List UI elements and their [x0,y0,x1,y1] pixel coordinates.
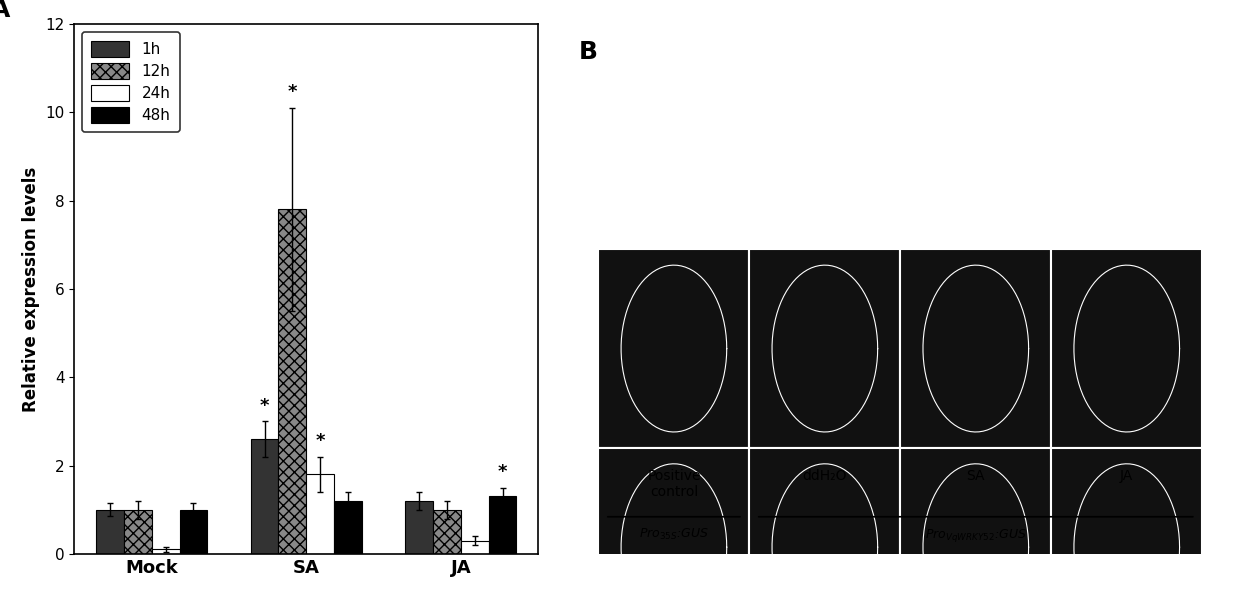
FancyBboxPatch shape [749,448,900,602]
Bar [405,501,433,554]
Y-axis label: Relative expression levels: Relative expression levels [22,166,40,412]
Bar [151,550,180,554]
Text: *: * [288,83,298,101]
FancyBboxPatch shape [599,448,749,602]
Text: ddH₂O: ddH₂O [802,469,847,483]
FancyBboxPatch shape [599,249,749,448]
Bar [124,510,151,554]
Bar [461,541,489,554]
Text: SA: SA [966,469,985,483]
Bar [433,510,461,554]
FancyBboxPatch shape [1052,249,1203,448]
Text: A: A [0,0,10,22]
Bar [489,497,517,554]
FancyBboxPatch shape [900,249,1052,448]
Bar [334,501,362,554]
Bar [306,474,334,554]
FancyBboxPatch shape [749,249,900,448]
Text: $Pro_{VqWRKY52}$:$GUS$: $Pro_{VqWRKY52}$:$GUS$ [925,527,1027,544]
Text: B: B [579,40,598,64]
Bar [279,209,306,554]
Text: Positive
control: Positive control [647,469,701,499]
FancyBboxPatch shape [900,448,1052,602]
Text: *: * [260,397,269,415]
Bar [180,510,207,554]
Text: *: * [315,432,325,450]
FancyBboxPatch shape [1052,448,1203,602]
Text: $Pro_{35S}$:$GUS$: $Pro_{35S}$:$GUS$ [639,527,709,542]
Text: JA: JA [1120,469,1133,483]
Text: *: * [497,463,507,481]
Bar [95,510,124,554]
Legend: 1h, 12h, 24h, 48h: 1h, 12h, 24h, 48h [82,32,180,132]
Bar [250,439,279,554]
